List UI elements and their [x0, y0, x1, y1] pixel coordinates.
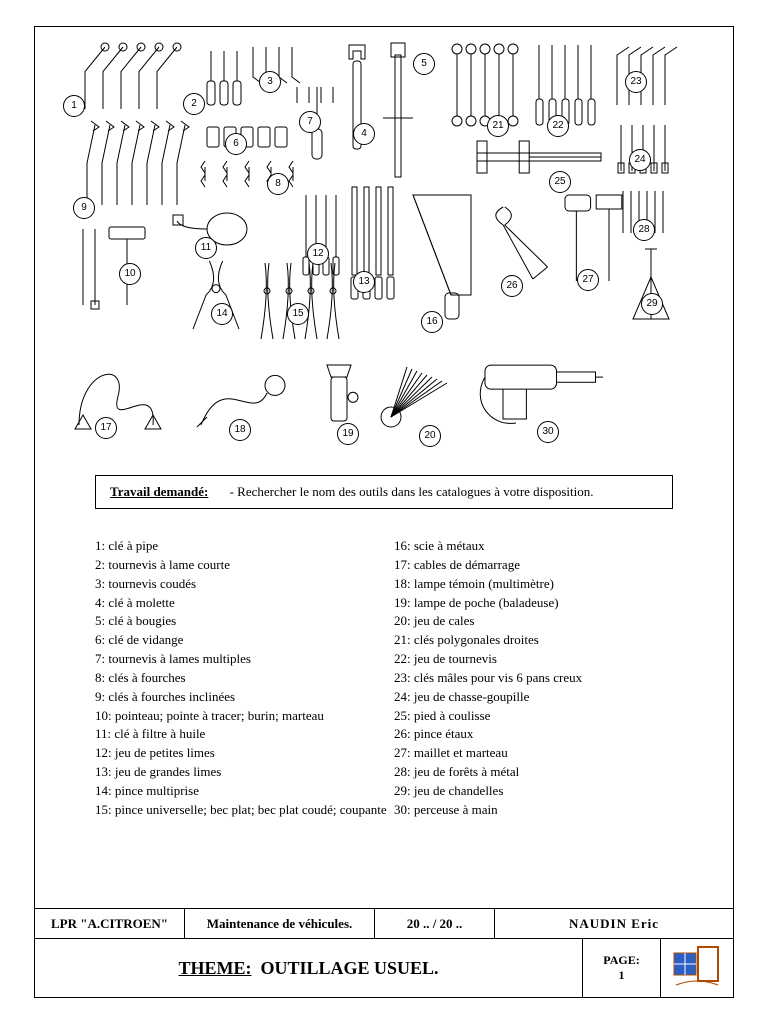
list-item: 5: clé à bougies	[95, 612, 394, 631]
list-item: 25: pied à coulisse	[394, 707, 693, 726]
list-item: 4: clé à molette	[95, 594, 394, 613]
list-item: 28: jeu de forêts à métal	[394, 763, 693, 782]
tool-8-icon	[197, 157, 307, 196]
tool-9-icon	[79, 117, 189, 214]
tool-badge: 22	[547, 115, 569, 137]
task-box: Travail demandé: - Rechercher le nom des…	[95, 475, 673, 509]
author-cell: NAUDIN Eric	[495, 909, 733, 939]
logo-cell	[661, 939, 733, 997]
footer-row-2: THEME: OUTILLAGE USUEL. PAGE: 1	[35, 938, 733, 997]
list-item: 30: perceuse à main	[394, 801, 693, 820]
list-item: 12: jeu de petites limes	[95, 744, 394, 763]
year-cell: 20 .. / 20 ..	[375, 909, 495, 939]
tool-badge: 3	[259, 71, 281, 93]
list-item: 10: pointeau; pointe à tracer; burin; ma…	[95, 707, 394, 726]
tool-badge: 21	[487, 115, 509, 137]
list-item: 13: jeu de grandes limes	[95, 763, 394, 782]
list-item: 6: clé de vidange	[95, 631, 394, 650]
list-item: 26: pince étaux	[394, 725, 693, 744]
list-item: 2: tournevis à lame courte	[95, 556, 394, 575]
tool-badge: 13	[353, 271, 375, 293]
tool-25-icon	[473, 137, 605, 182]
page-frame: 1234567891011121314151617181920212223242…	[34, 26, 734, 998]
list-item: 3: tournevis coudés	[95, 575, 394, 594]
task-text: - Rechercher le nom des outils dans les …	[230, 484, 594, 499]
logo-icon	[670, 945, 724, 991]
tool-2-icon	[203, 47, 243, 112]
tool-badge: 16	[421, 311, 443, 333]
tool-list-right: 16: scie à métaux17: cables de démarrage…	[394, 537, 693, 877]
tool-badge: 9	[73, 197, 95, 219]
tool-badge: 20	[419, 425, 441, 447]
tool-badge: 26	[501, 275, 523, 297]
tool-badge: 30	[537, 421, 559, 443]
tool-badge: 15	[287, 303, 309, 325]
tool-badge: 24	[629, 149, 651, 171]
list-item: 19: lampe de poche (baladeuse)	[394, 594, 693, 613]
tool-badge: 14	[211, 303, 233, 325]
tools-diagram: 1234567891011121314151617181920212223242…	[53, 41, 715, 451]
list-item: 9: clés à fourches inclinées	[95, 688, 394, 707]
tool-badge: 27	[577, 269, 599, 291]
tool-20-icon	[377, 359, 455, 436]
tool-19-icon	[315, 361, 363, 432]
list-item: 24: jeu de chasse-goupille	[394, 688, 693, 707]
tool-badge: 10	[119, 263, 141, 285]
list-item: 8: clés à fourches	[95, 669, 394, 688]
list-item: 22: jeu de tournevis	[394, 650, 693, 669]
tool-badge: 4	[353, 123, 375, 145]
tool-badge: 5	[413, 53, 435, 75]
tool-30-icon	[477, 341, 607, 432]
tool-badge: 2	[183, 93, 205, 115]
tool-badge: 18	[229, 419, 251, 441]
footer-row-1: LPR "A.CITROEN" Maintenance de véhicules…	[35, 908, 733, 939]
list-item: 27: maillet et marteau	[394, 744, 693, 763]
tool-29-icon	[625, 245, 677, 330]
tool-badge: 6	[225, 133, 247, 155]
page-cell: PAGE: 1	[583, 939, 661, 997]
list-item: 1: clé à pipe	[95, 537, 394, 556]
tool-list-left: 1: clé à pipe2: tournevis à lame courte3…	[95, 537, 394, 877]
school-cell: LPR "A.CITROEN"	[35, 909, 185, 939]
list-item: 7: tournevis à lames multiples	[95, 650, 394, 669]
list-item: 21: clés polygonales droites	[394, 631, 693, 650]
tool-list: 1: clé à pipe2: tournevis à lame courte3…	[95, 537, 693, 877]
tool-badge: 17	[95, 417, 117, 439]
tool-badge: 23	[625, 71, 647, 93]
tool-badge: 19	[337, 423, 359, 445]
page-number: 1	[619, 968, 625, 983]
tool-16-icon	[405, 185, 479, 328]
tool-badge: 29	[641, 293, 663, 315]
tool-badge: 7	[299, 111, 321, 133]
tool-5-icon	[381, 41, 415, 186]
list-item: 29: jeu de chandelles	[394, 782, 693, 801]
tool-14-icon	[183, 255, 249, 340]
list-item: 11: clé à filtre à huile	[95, 725, 394, 744]
list-item: 20: jeu de cales	[394, 612, 693, 631]
theme-label: THEME:	[178, 958, 251, 978]
page-label: PAGE:	[603, 953, 639, 968]
list-item: 23: clés mâles pour vis 6 pans creux	[394, 669, 693, 688]
task-label: Travail demandé:	[110, 484, 208, 499]
tool-17-icon	[69, 341, 167, 438]
list-item: 17: cables de démarrage	[394, 556, 693, 575]
tool-6-icon	[203, 123, 291, 156]
list-item: 16: scie à métaux	[394, 537, 693, 556]
tool-badge: 8	[267, 173, 289, 195]
theme-cell: THEME: OUTILLAGE USUEL.	[35, 939, 583, 997]
theme-text: OUTILLAGE USUEL.	[260, 958, 438, 978]
list-item: 15: pince universelle; bec plat; bec pla…	[95, 801, 394, 820]
list-item: 18: lampe témoin (multimètre)	[394, 575, 693, 594]
tool-21-icon	[449, 41, 525, 134]
tool-1-icon	[79, 41, 171, 114]
tool-badge: 1	[63, 95, 85, 117]
tool-badge: 28	[633, 219, 655, 241]
course-cell: Maintenance de véhicules.	[185, 909, 375, 939]
list-item: 14: pince multiprise	[95, 782, 394, 801]
